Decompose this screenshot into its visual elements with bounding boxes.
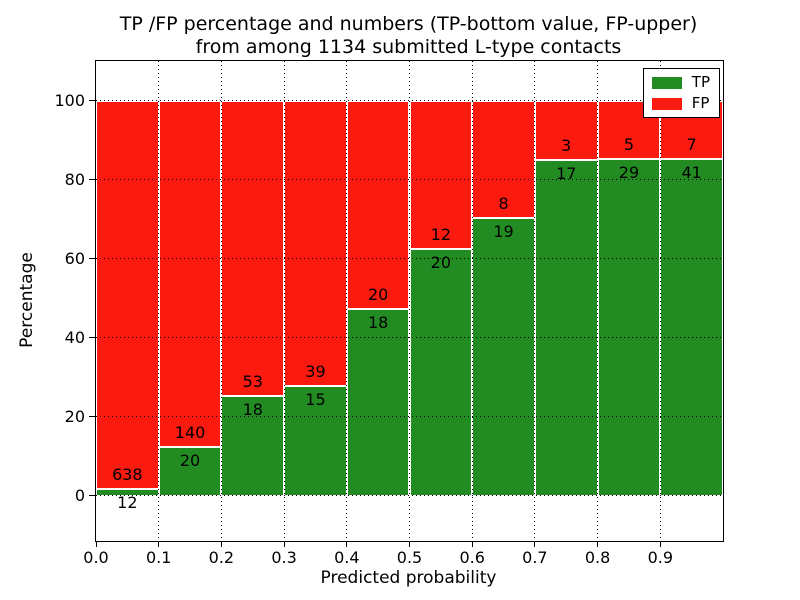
legend: TP FP — [642, 68, 720, 118]
fp-bar-segment — [284, 100, 347, 387]
y-tick-mark — [89, 100, 95, 102]
fp-bar-segment — [472, 100, 535, 218]
x-tick-label: 0.8 — [584, 548, 611, 567]
fp-bar-segment — [534, 100, 598, 161]
y-tick-label: 100 — [54, 90, 85, 110]
tp-count-label: 18 — [367, 312, 389, 332]
fp-count-label: 638 — [112, 464, 143, 484]
x-axis-label: Predicted probability — [320, 568, 497, 588]
x-tick-label: 0.2 — [208, 548, 235, 567]
y-tick-label: 60 — [64, 248, 85, 268]
fp-bar-segment — [96, 100, 159, 489]
y-tick-mark — [89, 337, 95, 339]
tp-bar-segment — [597, 158, 661, 496]
x-tick-label: 0.6 — [459, 548, 485, 567]
y-tick-mark — [89, 495, 95, 497]
fp-count-label: 5 — [623, 134, 635, 154]
y-tick-label: 80 — [64, 169, 85, 189]
y-tick-label: 20 — [64, 406, 85, 426]
tp-legend-swatch — [651, 76, 682, 89]
fp-legend-swatch — [651, 97, 682, 110]
x-tick-mark — [95, 541, 97, 547]
fp-count-label: 3 — [561, 136, 572, 156]
tp-legend-label: TP — [691, 73, 710, 91]
tp-count-label: 12 — [117, 492, 138, 512]
fp-count-label: 39 — [305, 362, 326, 382]
tp-count-label: 41 — [681, 162, 702, 182]
fp-bar-segment — [346, 100, 410, 309]
fp-count-label: 20 — [367, 284, 389, 304]
tp-bar-segment — [534, 160, 598, 496]
x-tick-mark — [471, 541, 473, 547]
tp-count-label: 18 — [242, 399, 263, 419]
x-tick-label: 0.0 — [83, 548, 109, 567]
chart-title-line1: TP /FP percentage and numbers (TP-bottom… — [119, 13, 698, 35]
fp-count-label: 12 — [430, 225, 452, 245]
y-tick-mark — [89, 416, 95, 418]
y-tick-label: 40 — [64, 327, 85, 347]
fp-count-label: 8 — [498, 193, 509, 213]
fp-bar-segment — [221, 100, 285, 396]
y-axis-label: Percentage — [17, 252, 37, 348]
fp-count-label: 53 — [242, 371, 263, 391]
tp-bar-segment — [284, 386, 347, 496]
legend-entry-tp: TP — [651, 73, 710, 91]
x-tick-label: 0.9 — [647, 548, 674, 567]
x-tick-mark — [659, 541, 661, 547]
v-gridline — [597, 61, 599, 541]
v-gridline — [534, 61, 536, 541]
v-gridline — [409, 61, 410, 541]
chart-title: TP /FP percentage and numbers (TP-bottom… — [95, 13, 722, 59]
tp-bar-segment — [660, 158, 723, 496]
fp-count-label: 140 — [174, 422, 206, 442]
v-gridline — [346, 61, 348, 541]
x-tick-mark — [220, 541, 222, 547]
tp-count-label: 29 — [618, 162, 640, 182]
tp-count-label: 17 — [556, 164, 577, 184]
v-gridline — [283, 61, 285, 541]
x-tick-label: 0.5 — [396, 548, 423, 567]
v-gridline — [220, 61, 222, 541]
v-gridline — [471, 61, 473, 541]
v-gridline — [158, 61, 160, 541]
chart-title-line2: from among 1134 submitted L-type contact… — [195, 36, 622, 58]
tp-bar-segment — [409, 249, 473, 496]
tp-count-label: 20 — [430, 253, 452, 273]
fp-count-label: 7 — [686, 134, 697, 154]
tp-bar-segment — [346, 308, 410, 496]
x-tick-label: 0.7 — [522, 548, 548, 567]
y-tick-label: 0 — [74, 485, 85, 505]
v-gridline — [659, 61, 661, 541]
x-tick-label: 0.1 — [145, 548, 172, 567]
tp-bar-segment — [158, 446, 222, 496]
x-tick-mark — [409, 541, 410, 547]
x-tick-mark — [158, 541, 160, 547]
tp-count-label: 20 — [179, 450, 201, 470]
x-tick-mark — [346, 541, 348, 547]
fp-legend-label: FP — [691, 94, 710, 112]
x-tick-label: 0.4 — [334, 548, 360, 567]
y-tick-mark — [89, 179, 95, 181]
tp-count-label: 19 — [493, 221, 514, 241]
y-tick-mark — [89, 258, 95, 260]
x-tick-label: 0.3 — [271, 548, 297, 567]
legend-entry-fp: FP — [651, 94, 710, 112]
fp-bar-segment — [158, 100, 222, 447]
plot-area: TP FP 638 12 140 20 53 18 39 15 20 18 12 20 8 19 3 17 5 2… — [54, 60, 724, 566]
x-tick-mark — [534, 541, 536, 547]
x-tick-mark — [597, 541, 599, 547]
tp-count-label: 15 — [305, 390, 326, 410]
tp-bar-segment — [472, 217, 535, 496]
x-tick-mark — [283, 541, 285, 547]
